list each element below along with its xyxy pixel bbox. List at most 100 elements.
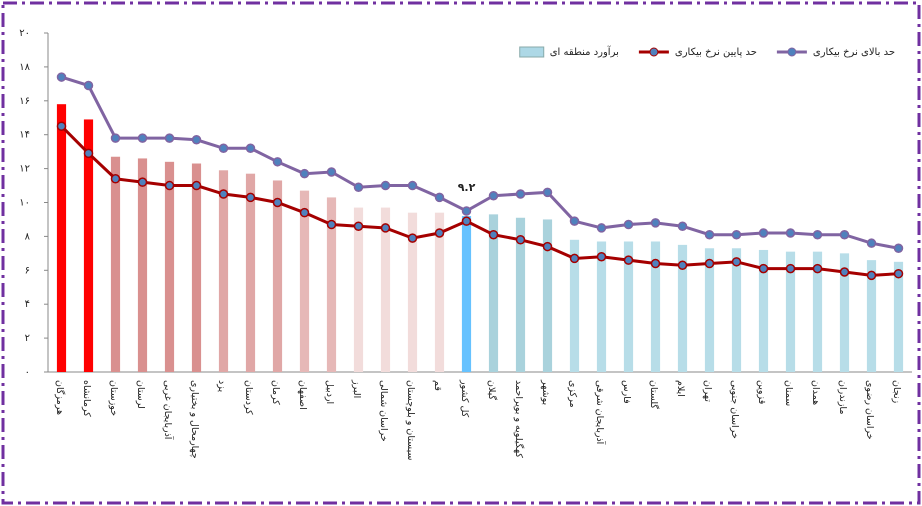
- point: [299, 168, 310, 179]
- x-tick-label: فارس: [621, 380, 632, 404]
- y-tick-label: ۱۸: [19, 62, 30, 73]
- point: [488, 229, 499, 240]
- x-tick-label: سمنان: [783, 380, 794, 406]
- point: [137, 177, 148, 187]
- point: [893, 268, 904, 279]
- bar: [137, 158, 148, 372]
- x-tick-label: تهران: [702, 380, 713, 402]
- legend-key: [519, 46, 545, 58]
- point: [623, 219, 634, 230]
- bar: [839, 253, 850, 372]
- point: [758, 228, 769, 238]
- point: [623, 255, 634, 265]
- point: [407, 233, 418, 243]
- point: [353, 221, 364, 231]
- point: [785, 228, 796, 238]
- point: [407, 180, 418, 191]
- point: [191, 135, 202, 145]
- point: [110, 133, 121, 143]
- legend-key: [649, 47, 659, 57]
- line: [60, 125, 899, 277]
- bar: [542, 219, 553, 372]
- y-tick-label: ۰: [25, 367, 30, 378]
- x-tick-label: همدان: [810, 380, 821, 405]
- bar: [785, 251, 796, 372]
- bar: [218, 170, 229, 372]
- x-tick-label: خراسان رضوی: [864, 380, 875, 440]
- point: [245, 192, 256, 203]
- point: [704, 258, 715, 269]
- y-tick-label: ۱۴: [19, 130, 30, 141]
- y-tick-label: ۱۶: [19, 96, 30, 107]
- point: [245, 143, 256, 154]
- bar: [461, 216, 472, 372]
- point: [677, 221, 688, 231]
- point: [677, 260, 688, 270]
- y-tick-label: ۶: [25, 265, 30, 276]
- y-tick-label: ۲: [25, 333, 30, 344]
- x-tick-label: اصفهان: [297, 380, 308, 410]
- x-tick-label: آذربایجان شرقی: [594, 380, 607, 445]
- point: [542, 241, 553, 252]
- x-tick-label: لرستان: [135, 380, 146, 409]
- bar: [434, 212, 445, 372]
- bar: [704, 248, 715, 372]
- x-tick-label: مرکزی: [567, 380, 578, 408]
- bar: [83, 119, 94, 372]
- bar: [812, 251, 823, 372]
- point: [704, 229, 715, 240]
- point: [839, 267, 850, 277]
- point: [110, 174, 121, 184]
- bar: [299, 190, 310, 372]
- x-tick-label: البرز: [351, 379, 362, 398]
- bar: [272, 180, 283, 372]
- point: [569, 253, 580, 264]
- x-tick-label: مازندران: [837, 380, 848, 414]
- point: [866, 270, 877, 281]
- legend-label: برآورد منطقه ای: [550, 45, 619, 58]
- line: [61, 75, 899, 250]
- x-tick-label: هرمزگان: [54, 380, 66, 415]
- point: [272, 157, 283, 167]
- point: [137, 133, 148, 143]
- point: [56, 72, 67, 82]
- point: [812, 263, 823, 274]
- bar: [56, 104, 67, 372]
- point: [218, 143, 229, 154]
- point: [839, 229, 850, 240]
- point: [596, 223, 607, 233]
- x-tick-label: ایلام: [675, 380, 686, 397]
- bar: [596, 241, 607, 372]
- point: [326, 167, 337, 177]
- point: [650, 218, 661, 228]
- y-tick-label: ۱۲: [19, 164, 30, 175]
- bar: [380, 207, 391, 372]
- legend-label: حد پایین نرخ بیکاری: [675, 47, 757, 58]
- x-tick-label: گلستان: [648, 380, 660, 409]
- point: [434, 192, 445, 203]
- point: [353, 182, 364, 192]
- point: [461, 206, 472, 216]
- bar: [866, 260, 877, 372]
- bar: [677, 244, 688, 372]
- point: [515, 189, 526, 199]
- bar: [488, 214, 499, 372]
- legend-label: حد بالای نرخ بیکاری: [813, 47, 895, 58]
- point: [488, 190, 499, 201]
- bar: [893, 261, 904, 372]
- x-tick-label: خراسان جنوبی: [729, 380, 740, 439]
- point: [164, 180, 175, 191]
- x-tick-label: گیلان: [486, 380, 498, 401]
- x-tick-label: کل کشور: [459, 379, 470, 418]
- bar: [758, 249, 769, 372]
- point: [731, 229, 742, 240]
- point: [542, 187, 553, 198]
- point: [731, 257, 742, 267]
- bar: [110, 156, 121, 372]
- bar: [650, 241, 661, 372]
- y-tick-label: ۱۰: [19, 198, 30, 209]
- point: [83, 148, 94, 159]
- x-tick-label: کردستان: [243, 380, 254, 415]
- bar: [353, 207, 364, 372]
